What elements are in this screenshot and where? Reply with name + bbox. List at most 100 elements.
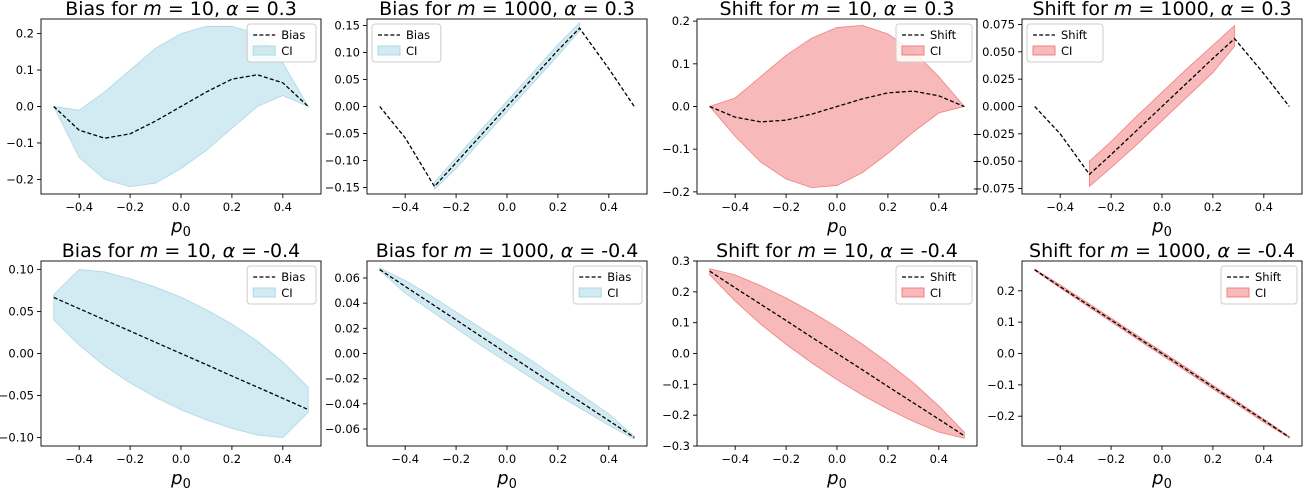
legend-line-label: Shift xyxy=(1255,270,1282,284)
title-part: m xyxy=(1110,240,1129,262)
y-tick-label: −0.025 xyxy=(972,127,1015,141)
title-part: α xyxy=(1217,240,1230,262)
x-tick-label: 0.0 xyxy=(1153,200,1171,214)
y-tick-label: 0.2 xyxy=(997,284,1015,298)
x-tick-label: 0.0 xyxy=(498,200,516,214)
title-part: Shift for xyxy=(1029,240,1110,262)
y-tick-label: 0.1 xyxy=(16,63,34,77)
x-axis-label-sub: 0 xyxy=(839,225,847,240)
title-part: α xyxy=(884,0,897,20)
y-tick-label: 0.05 xyxy=(334,72,360,86)
y-tick-label: −0.05 xyxy=(0,389,34,403)
x-tick-label: 0.0 xyxy=(828,200,846,214)
x-tick-label: −0.4 xyxy=(391,452,419,466)
title-part: = 1000, xyxy=(1129,240,1217,262)
x-axis-label-sub: 0 xyxy=(183,225,191,240)
legend-fill-swatch xyxy=(252,287,276,298)
legend: Shift CI xyxy=(1220,265,1298,305)
x-tick-label: 0.0 xyxy=(498,452,516,466)
x-tick-label: −0.2 xyxy=(1097,452,1125,466)
x-axis-label-main: p xyxy=(170,216,182,237)
title-part: m xyxy=(798,240,817,262)
y-tick-label: 0.2 xyxy=(672,14,690,28)
x-axis-label: p0 xyxy=(826,468,847,488)
title-part: = 0.3 xyxy=(239,0,297,20)
x-tick-label: −0.2 xyxy=(772,200,800,214)
x-tick-label: −0.2 xyxy=(442,452,470,466)
y-tick-label: 0.00 xyxy=(334,100,360,114)
mean-line xyxy=(1034,269,1290,438)
y-tick-label: −0.15 xyxy=(325,181,360,195)
x-axis-label-sub: 0 xyxy=(509,477,517,488)
x-tick-label: 0.2 xyxy=(223,200,241,214)
legend-line-label: Bias xyxy=(281,28,305,42)
x-tick-label: 0.4 xyxy=(600,200,618,214)
legend-fill-swatch xyxy=(377,45,401,56)
subplot-5: −0.4 −0.2 0.0 0.2 0.4 −0.10 −0.05 0.00 0.05 0.10 B… xyxy=(0,240,322,488)
x-tick-label: 0.0 xyxy=(172,452,190,466)
y-tick-label: 0.06 xyxy=(334,271,360,285)
chart-title: Shift for m = 1000, α = -0.4 xyxy=(1029,240,1295,262)
y-tick-label: 0.10 xyxy=(334,45,360,59)
x-axis-label-sub: 0 xyxy=(1164,225,1172,240)
x-axis-label-sub: 0 xyxy=(183,477,191,488)
y-tick-label: 0.0 xyxy=(672,347,690,361)
title-part: α xyxy=(880,240,893,262)
title-part: Bias for xyxy=(62,240,140,262)
legend-line-label: Bias xyxy=(607,270,631,284)
title-part: Shift for xyxy=(716,240,797,262)
y-tick-label: 0.025 xyxy=(982,72,1015,86)
y-tick-label: −0.050 xyxy=(972,154,1015,168)
x-tick-label: 0.4 xyxy=(1255,452,1273,466)
legend: Shift CI xyxy=(1026,23,1104,63)
chart-title: Shift for m = 10, α = 0.3 xyxy=(720,0,955,20)
x-tick-label: −0.4 xyxy=(1046,200,1074,214)
y-tick-label: 0.1 xyxy=(997,315,1015,329)
x-tick-label: 0.2 xyxy=(223,452,241,466)
x-axis-label-main: p xyxy=(496,468,508,488)
y-tick-label: 0.1 xyxy=(672,316,690,330)
legend-line-label: Shift xyxy=(1061,28,1088,42)
mean-line xyxy=(379,269,635,438)
x-tick-label: −0.2 xyxy=(1097,200,1125,214)
legend-fill-label: CI xyxy=(281,44,292,58)
x-tick-label: 0.4 xyxy=(600,452,618,466)
chart-title: Shift for m = 1000, α = 0.3 xyxy=(1032,0,1291,20)
title-part: = 0.3 xyxy=(577,0,635,20)
x-tick-label: 0.2 xyxy=(1204,200,1222,214)
y-tick-label: −0.2 xyxy=(662,408,690,422)
title-part: = 1000, xyxy=(472,240,560,262)
title-part: = 1000, xyxy=(476,0,564,20)
y-tick-label: −0.2 xyxy=(987,409,1015,423)
y-tick-label: −0.2 xyxy=(6,172,34,186)
x-axis-label: p0 xyxy=(826,216,847,240)
title-part: = -0.4 xyxy=(573,240,638,262)
legend: Bias CI xyxy=(572,265,643,305)
x-tick-label: 0.2 xyxy=(549,452,567,466)
y-tick-label: −0.2 xyxy=(662,185,690,199)
mean-line xyxy=(709,90,965,123)
legend-line-label: Shift xyxy=(930,28,957,42)
x-tick-label: 0.2 xyxy=(1204,452,1222,466)
y-tick-label: −0.1 xyxy=(987,378,1015,392)
legend-fill-label: CI xyxy=(930,44,941,58)
mean-line xyxy=(1034,37,1290,176)
mean-line xyxy=(53,296,309,411)
y-tick-label: −0.10 xyxy=(0,431,34,445)
legend-fill-label: CI xyxy=(930,286,941,300)
subplot-7: −0.4 −0.2 0.0 0.2 0.4 −0.3 −0.2 −0.1 0.0 0.1 0.2 0.… xyxy=(662,240,978,488)
title-part: = 10, xyxy=(819,0,883,20)
legend-fill-label: CI xyxy=(1255,286,1266,300)
x-tick-label: 0.2 xyxy=(879,452,897,466)
y-tick-label: 0.0 xyxy=(997,347,1015,361)
title-part: = 10, xyxy=(158,240,222,262)
x-tick-label: −0.4 xyxy=(65,452,93,466)
y-tick-label: −0.06 xyxy=(325,422,360,436)
x-tick-label: 0.4 xyxy=(1255,200,1273,214)
legend-fill-swatch xyxy=(901,45,925,56)
title-part: = 10, xyxy=(816,240,880,262)
title-part: = 0.3 xyxy=(896,0,954,20)
title-part: m xyxy=(457,0,476,20)
x-tick-label: 0.0 xyxy=(1153,452,1171,466)
x-tick-label: −0.2 xyxy=(116,200,144,214)
